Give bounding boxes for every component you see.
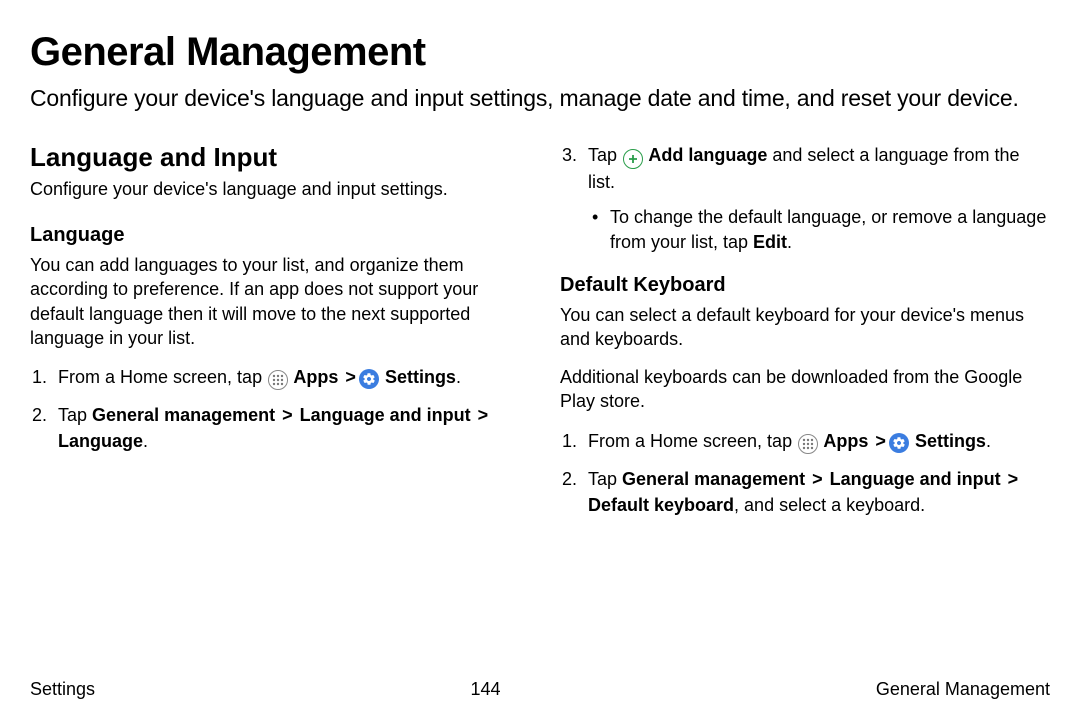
step-dot: . bbox=[986, 431, 991, 451]
page-title: General Management bbox=[30, 30, 1050, 75]
subheading-default-keyboard: Default Keyboard bbox=[560, 274, 1050, 297]
step-1: From a Home screen, tap Apps > Settings. bbox=[30, 364, 520, 390]
chevron-icon: > bbox=[873, 431, 888, 451]
language-steps: From a Home screen, tap Apps > Settings.… bbox=[30, 364, 520, 454]
step-text: From a Home screen, tap bbox=[588, 431, 797, 451]
section-heading-language-input: Language and Input bbox=[30, 142, 520, 173]
add-language-label: Add language bbox=[644, 145, 767, 165]
apps-label: Apps bbox=[819, 431, 873, 451]
chevron-icon: > bbox=[810, 469, 825, 489]
path-general-management: General management bbox=[622, 469, 810, 489]
step-2: Tap General management > Language and in… bbox=[30, 402, 520, 454]
language-body: You can add languages to your list, and … bbox=[30, 253, 520, 350]
right-column: Tap Add language and select a language f… bbox=[560, 142, 1050, 530]
step-text: From a Home screen, tap bbox=[58, 367, 267, 387]
chevron-icon: > bbox=[343, 367, 358, 387]
path-language: Language bbox=[58, 431, 143, 451]
settings-label: Settings bbox=[910, 431, 986, 451]
step-text: Tap bbox=[58, 405, 92, 425]
content-columns: Language and Input Configure your device… bbox=[30, 142, 1050, 530]
step-2: Tap General management > Language and in… bbox=[560, 466, 1050, 518]
chevron-icon: > bbox=[476, 405, 491, 425]
bullet-text: To change the default language, or remov… bbox=[610, 207, 1046, 252]
footer-left: Settings bbox=[30, 679, 95, 700]
step-dot: . bbox=[456, 367, 461, 387]
settings-icon bbox=[359, 369, 379, 389]
keyboard-body-2: Additional keyboards can be downloaded f… bbox=[560, 365, 1050, 414]
step-text: , and select a keyboard. bbox=[734, 495, 925, 515]
step-text: Tap bbox=[588, 469, 622, 489]
footer-page-number: 144 bbox=[470, 679, 500, 700]
page-footer: Settings 144 General Management bbox=[30, 679, 1050, 700]
section-desc: Configure your device's language and inp… bbox=[30, 179, 520, 200]
left-column: Language and Input Configure your device… bbox=[30, 142, 520, 530]
settings-icon bbox=[889, 433, 909, 453]
subheading-language: Language bbox=[30, 224, 520, 247]
keyboard-steps: From a Home screen, tap Apps > Settings.… bbox=[560, 428, 1050, 518]
path-language-input: Language and input bbox=[825, 469, 1006, 489]
step-3: Tap Add language and select a language f… bbox=[560, 142, 1050, 255]
apps-icon bbox=[798, 434, 818, 454]
page-subtitle: Configure your device's language and inp… bbox=[30, 83, 1050, 114]
bullet-dot: . bbox=[787, 232, 792, 252]
settings-label: Settings bbox=[380, 367, 456, 387]
edit-label: Edit bbox=[753, 232, 787, 252]
path-language-input: Language and input bbox=[295, 405, 476, 425]
path-general-management: General management bbox=[92, 405, 280, 425]
step-dot: . bbox=[143, 431, 148, 451]
apps-label: Apps bbox=[289, 367, 343, 387]
chevron-icon: > bbox=[280, 405, 295, 425]
step-1: From a Home screen, tap Apps > Settings. bbox=[560, 428, 1050, 454]
path-default-keyboard: Default keyboard bbox=[588, 495, 734, 515]
bullet-item: To change the default language, or remov… bbox=[588, 205, 1050, 255]
sub-bullet-list: To change the default language, or remov… bbox=[588, 205, 1050, 255]
keyboard-body-1: You can select a default keyboard for yo… bbox=[560, 303, 1050, 352]
apps-icon bbox=[268, 370, 288, 390]
step-text: Tap bbox=[588, 145, 622, 165]
chevron-icon: > bbox=[1006, 469, 1021, 489]
footer-right: General Management bbox=[876, 679, 1050, 700]
plus-icon bbox=[623, 149, 643, 169]
language-steps-cont: Tap Add language and select a language f… bbox=[560, 142, 1050, 255]
